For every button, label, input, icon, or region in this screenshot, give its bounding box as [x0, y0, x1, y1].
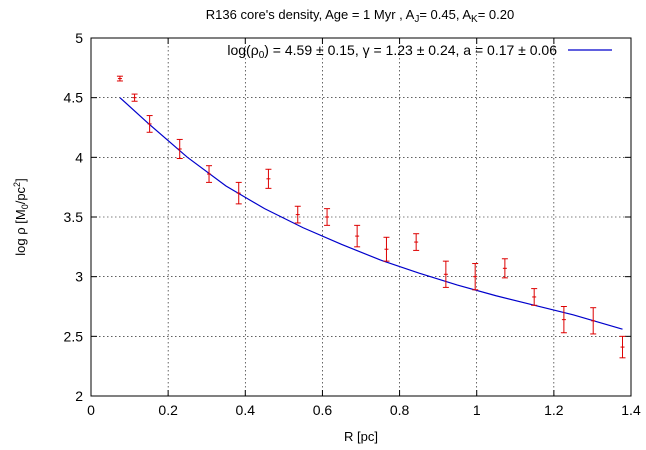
- data-point: [235, 181, 242, 205]
- data-point: [354, 224, 361, 248]
- ylabel-pre: log ρ [M: [13, 209, 28, 255]
- title-sub-j: J: [414, 14, 419, 25]
- y-tick-label: 4.5: [64, 90, 84, 106]
- data-points: [116, 75, 626, 359]
- legend: log(ρ0) = 4.59 ± 0.15, γ = 1.23 ± 0.24, …: [227, 42, 612, 61]
- data-point: [294, 205, 301, 224]
- y-tick-label: 4: [75, 149, 83, 165]
- y-tick-label: 3.5: [64, 209, 84, 225]
- y-tick-label: 2: [75, 388, 83, 404]
- fit-curve: [119, 97, 623, 330]
- x-tick-label: 1.4: [621, 402, 641, 418]
- data-point: [265, 168, 272, 189]
- title-pre: R136 core's density, Age = 1 Myr , A: [206, 7, 415, 22]
- data-point: [590, 307, 597, 335]
- x-tick-label: 0.6: [313, 402, 333, 418]
- x-tick-label: 0.2: [158, 402, 178, 418]
- data-point: [442, 260, 449, 288]
- data-point: [619, 335, 626, 359]
- x-tick-label: 0.8: [390, 402, 410, 418]
- x-tick-label: 1.2: [544, 402, 564, 418]
- title-sub-k: K: [471, 14, 478, 25]
- legend-sub: 0: [259, 50, 265, 61]
- data-point: [531, 288, 538, 306]
- y-tick-label: 2.5: [64, 328, 84, 344]
- chart-title: R136 core's density, Age = 1 Myr , AJ= 0…: [206, 7, 514, 25]
- x-tick-label: 0: [87, 402, 95, 418]
- data-point: [560, 306, 567, 334]
- data-point: [176, 138, 183, 160]
- data-point: [501, 258, 508, 279]
- x-axis-label: R [pc]: [344, 429, 378, 444]
- data-point: [472, 263, 479, 291]
- ylabel-mid: /pc: [13, 186, 28, 204]
- legend-part-c: ) = 4.59 ± 0.15, γ = 1.23 ± 0.24, a = 0.…: [264, 42, 557, 58]
- data-point: [131, 93, 138, 102]
- x-tick-label: 0.4: [236, 402, 256, 418]
- ylabel-post: ]: [13, 178, 28, 182]
- data-point: [324, 208, 331, 226]
- y-tick-label: 5: [75, 30, 83, 46]
- data-point: [413, 233, 420, 251]
- data-point: [146, 115, 153, 133]
- x-tick-label: 1: [473, 402, 481, 418]
- tick-labels: 0 0.2 0.4 0.6 0.8 1 1.2 1.4 2 2.5 3 3.5 4 4.5 5: [64, 30, 641, 418]
- grid: [91, 38, 631, 396]
- title-mid: = 0.45, A: [419, 7, 471, 22]
- y-tick-label: 3: [75, 269, 83, 285]
- ylabel-sup: 2: [12, 182, 22, 187]
- plot-frame: [90, 37, 632, 397]
- ylabel-sub: 0: [20, 204, 30, 209]
- legend-label: log(ρ0) = 4.59 ± 0.15, γ = 1.23 ± 0.24, …: [227, 42, 557, 61]
- data-point: [206, 165, 213, 183]
- y-axis-label: log ρ [M0/pc2]: [12, 178, 30, 255]
- legend-part-a: log(ρ: [227, 42, 258, 58]
- data-point: [383, 236, 390, 262]
- title-post: = 0.20: [478, 7, 515, 22]
- data-point: [116, 75, 123, 82]
